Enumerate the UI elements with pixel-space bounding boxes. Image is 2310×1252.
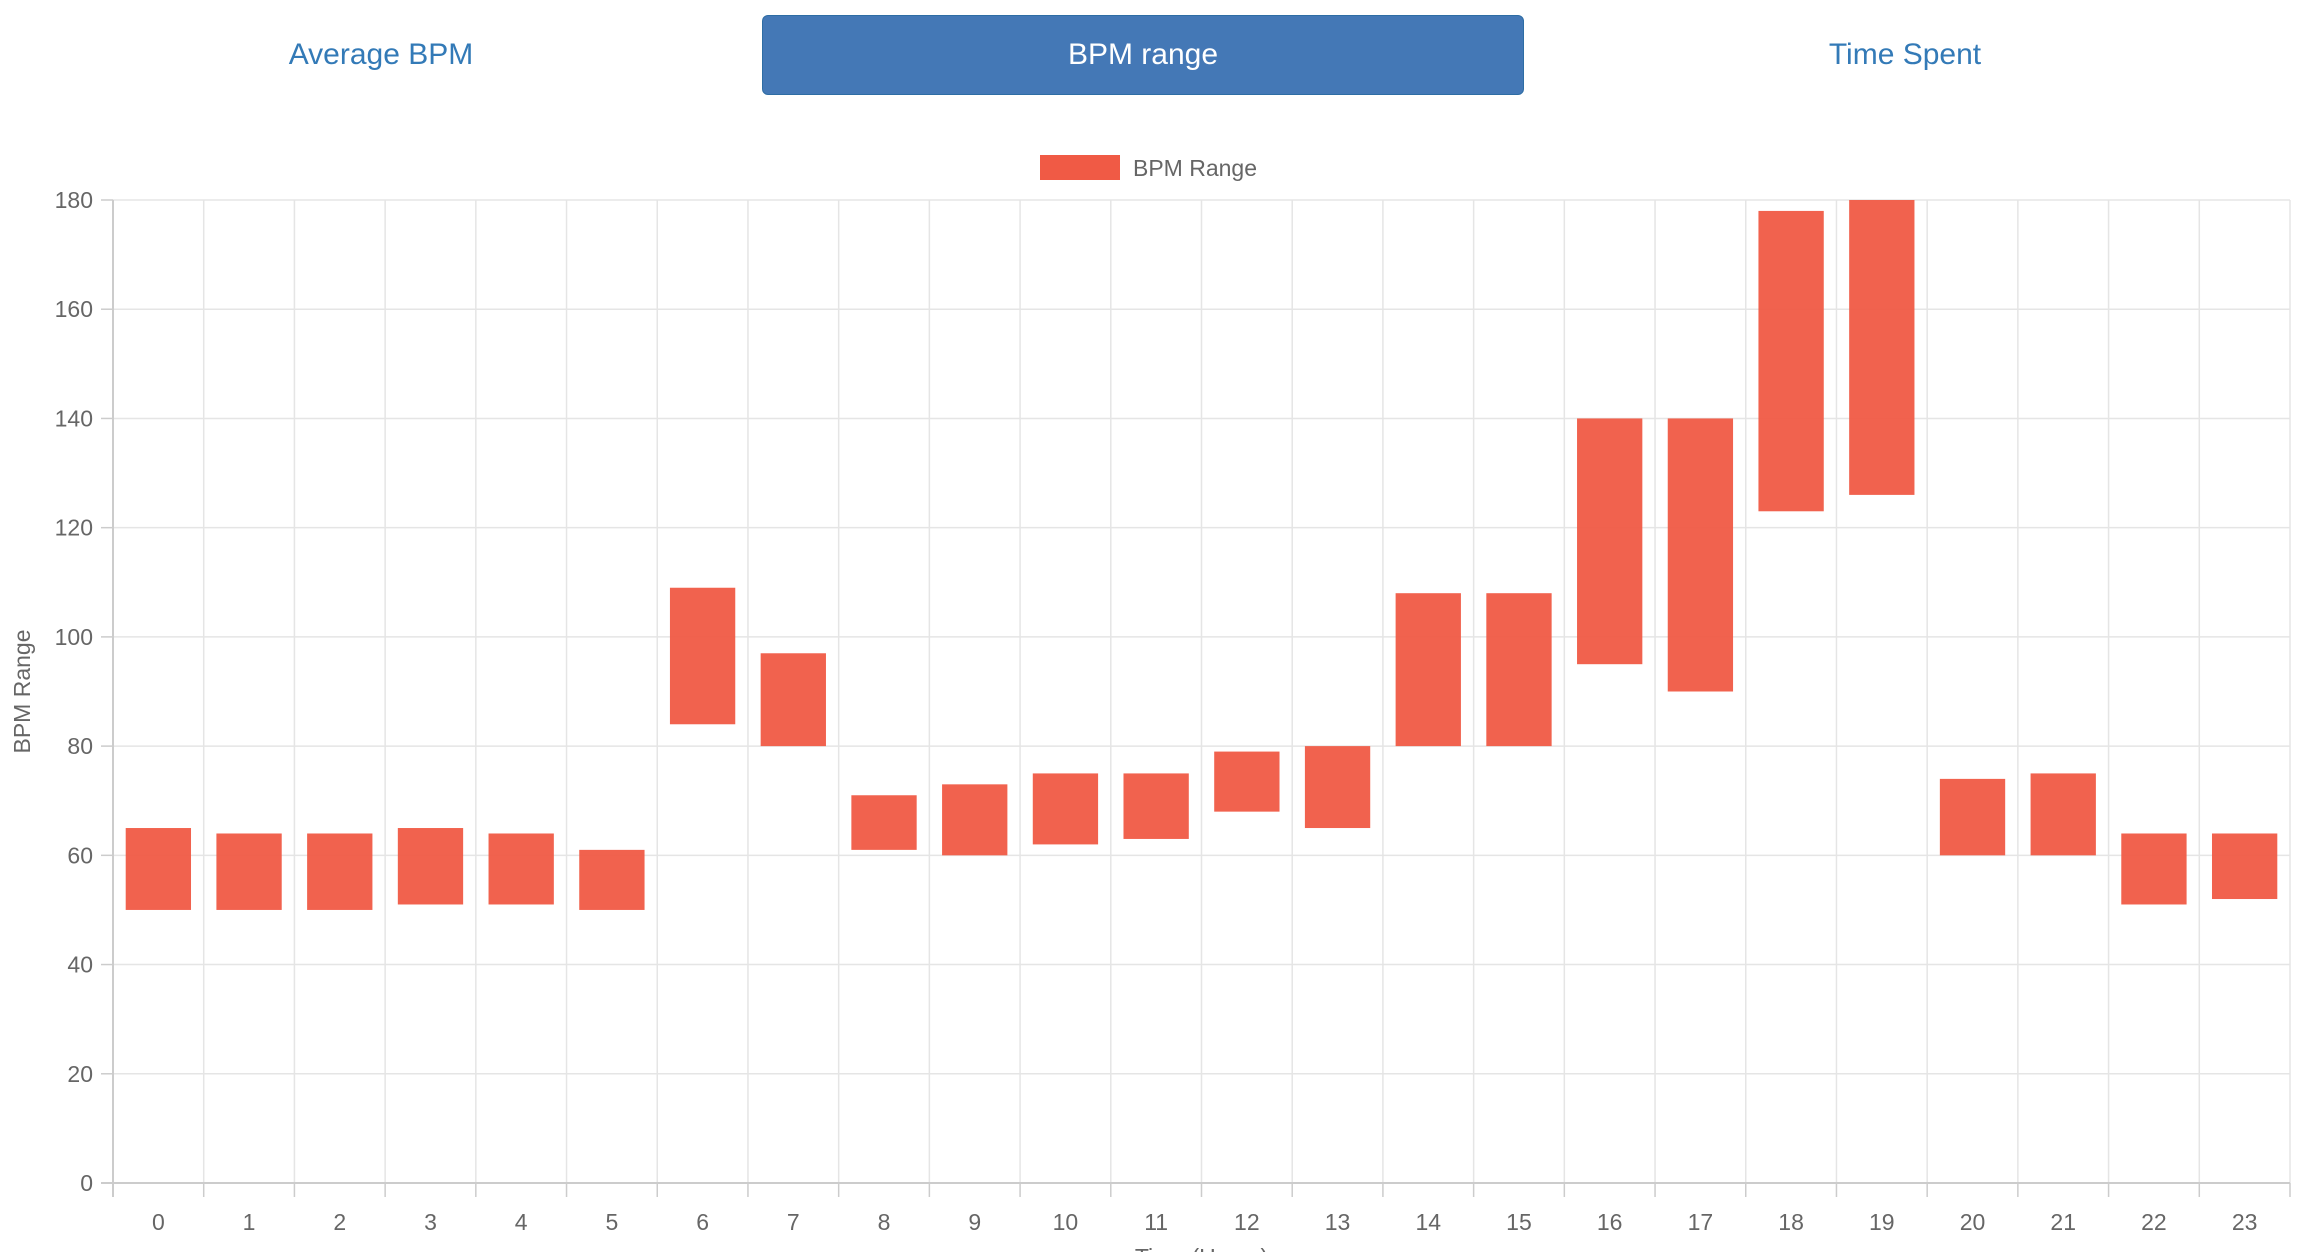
x-tick-label: 7 <box>787 1209 800 1235</box>
y-axis-title: BPM Range <box>9 629 35 753</box>
bar-hour-16[interactable] <box>1577 418 1643 665</box>
x-tick-label: 3 <box>424 1209 437 1235</box>
y-tick-label: 140 <box>55 405 93 431</box>
bar-hour-17[interactable] <box>1667 418 1734 692</box>
y-tick-label: 100 <box>55 624 93 650</box>
legend-swatch <box>1040 155 1120 180</box>
bar-hour-4[interactable] <box>488 833 554 905</box>
bar-hour-11[interactable] <box>1123 773 1189 839</box>
grid <box>113 199 2291 1183</box>
bar-hour-15[interactable] <box>1486 593 1552 747</box>
legend-label: BPM Range <box>1133 155 1257 181</box>
tab-average-bpm[interactable]: Average BPM <box>288 38 474 71</box>
y-tick-label: 60 <box>67 842 93 868</box>
x-tick-label: 15 <box>1506 1209 1532 1235</box>
bar-hour-21[interactable] <box>2030 773 2096 856</box>
x-tick-label: 8 <box>878 1209 891 1235</box>
x-tick-label: 21 <box>2050 1209 2076 1235</box>
y-tick-label: 0 <box>80 1170 93 1196</box>
y-tick-label: 40 <box>67 952 93 978</box>
bar-hour-19[interactable] <box>1849 200 1915 495</box>
x-tick-label: 0 <box>152 1209 165 1235</box>
x-tick-label: 20 <box>1960 1209 1986 1235</box>
bar-hour-23[interactable] <box>2211 833 2278 900</box>
x-axis-title: Time (Hours) <box>1135 1244 1268 1252</box>
tab-time-spent[interactable]: Time Spent <box>1828 38 1982 71</box>
tab-bar: Average BPM BPM range Time Spent <box>0 0 2310 110</box>
x-tick-label: 16 <box>1597 1209 1623 1235</box>
x-tick-label: 10 <box>1053 1209 1079 1235</box>
bar-hour-20[interactable] <box>1939 778 2006 856</box>
bar-hour-18[interactable] <box>1758 210 1824 512</box>
bars <box>125 200 2278 910</box>
x-tick-label: 12 <box>1234 1209 1260 1235</box>
x-tick-label: 6 <box>696 1209 709 1235</box>
bar-hour-14[interactable] <box>1395 593 1461 747</box>
x-tick-label: 9 <box>968 1209 981 1235</box>
bar-hour-7[interactable] <box>760 653 826 747</box>
x-tick-label: 17 <box>1688 1209 1714 1235</box>
x-tick-label: 11 <box>1144 1209 1168 1235</box>
x-tick-label: 22 <box>2141 1209 2167 1235</box>
bar-hour-22[interactable] <box>2121 833 2187 905</box>
bar-hour-1[interactable] <box>216 833 282 910</box>
x-tick-label: 23 <box>2232 1209 2258 1235</box>
y-tick-label: 180 <box>55 187 93 213</box>
x-tick-label: 14 <box>1415 1209 1441 1235</box>
x-tick-label: 18 <box>1778 1209 1804 1235</box>
bar-hour-3[interactable] <box>397 828 464 905</box>
x-tick-label: 4 <box>515 1209 528 1235</box>
bar-hour-13[interactable] <box>1304 746 1371 829</box>
bar-hour-8[interactable] <box>851 795 917 850</box>
bar-hour-12[interactable] <box>1214 751 1280 812</box>
x-tick-label: 19 <box>1869 1209 1895 1235</box>
bar-hour-10[interactable] <box>1032 773 1099 845</box>
legend[interactable]: BPM Range <box>1040 155 1257 181</box>
y-tick-label: 120 <box>55 515 93 541</box>
bar-hour-9[interactable] <box>942 784 1008 856</box>
x-tick-label: 1 <box>243 1209 256 1235</box>
bar-hour-2[interactable] <box>307 833 373 910</box>
bar-hour-6[interactable] <box>669 587 736 725</box>
y-tick-label: 80 <box>67 733 93 759</box>
x-tick-label: 2 <box>333 1209 346 1235</box>
y-tick-label: 160 <box>55 296 93 322</box>
bar-hour-5[interactable] <box>579 849 645 910</box>
bar-hour-0[interactable] <box>125 828 192 910</box>
tab-bpm-range[interactable]: BPM range <box>762 15 1524 95</box>
x-tick-label: 5 <box>605 1209 618 1235</box>
x-tick-label: 13 <box>1325 1209 1351 1235</box>
y-tick-label: 20 <box>67 1061 93 1087</box>
